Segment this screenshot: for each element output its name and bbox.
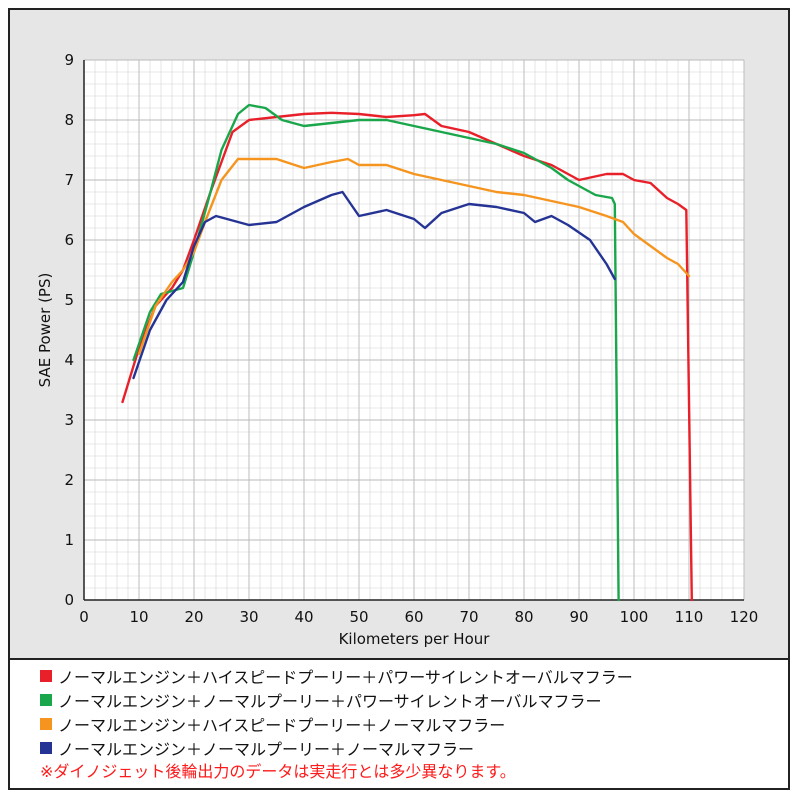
legend-item: ノーマルエンジン＋ノーマルプーリー＋ノーマルマフラー [40,736,780,760]
x-tick-label: 0 [79,608,89,626]
y-tick-label: 0 [64,591,74,609]
legend-swatch-green [40,694,52,706]
legend-item: ノーマルエンジン＋ハイスピードプーリー＋パワーサイレントオーバルマフラー [40,664,780,688]
legend-label: ノーマルエンジン＋ハイスピードプーリー＋パワーサイレントオーバルマフラー [58,668,633,687]
y-tick-label: 3 [64,411,74,429]
legend-swatch-orange [40,718,52,730]
series-line-3 [132,190,616,380]
y-tick-label: 1 [64,531,74,549]
legend-label: ノーマルエンジン＋ハイスピードプーリー＋ノーマルマフラー [58,716,506,735]
y-axis-label: SAE Power (PS) [36,273,54,388]
x-tick-label: 50 [349,608,368,626]
y-tick-label: 4 [64,351,74,369]
y-tick-label: 7 [64,171,74,189]
y-tick-label: 6 [64,231,74,249]
y-tick-label: 8 [64,111,74,129]
series-line-0 [121,111,693,602]
x-tick-label: 90 [569,608,588,626]
chart-frame: 0 10 20 30 40 50 60 70 80 90 100 110 120 0 1 2 3 4 5 6 7 8 9 Ki… [8,8,790,790]
legend-label: ノーマルエンジン＋ノーマルプーリー＋パワーサイレントオーバルマフラー [58,692,602,711]
x-tick-label: 70 [459,608,478,626]
x-tick-label: 40 [294,608,313,626]
series-line-1 [132,103,620,602]
x-tick-label: 80 [514,608,533,626]
y-tick-label: 9 [64,51,74,69]
x-tick-label: 30 [239,608,258,626]
legend: ノーマルエンジン＋ハイスピードプーリー＋パワーサイレントオーバルマフラー ノーマ… [40,664,780,784]
x-tick-label: 20 [184,608,203,626]
disclaimer-note: ※ダイノジェット後輪出力のデータは実走行とは多少異なります。 [40,762,516,781]
legend-swatch-blue [40,742,52,754]
plot-panel: 0 10 20 30 40 50 60 70 80 90 100 110 120 0 1 2 3 4 5 6 7 8 9 Ki… [10,10,788,660]
x-tick-label: 10 [129,608,148,626]
legend-item: ノーマルエンジン＋ノーマルプーリー＋パワーサイレントオーバルマフラー [40,688,780,712]
x-tick-label: 100 [620,608,649,626]
x-tick-label: 60 [404,608,423,626]
y-tick-label: 2 [64,471,74,489]
y-tick-label: 5 [64,291,74,309]
x-tick-label: 120 [730,608,759,626]
legend-label: ノーマルエンジン＋ノーマルプーリー＋ノーマルマフラー [58,740,475,759]
legend-swatch-red [40,670,52,682]
x-tick-label: 110 [675,608,704,626]
power-chart: 0 10 20 30 40 50 60 70 80 90 100 110 120 0 1 2 3 4 5 6 7 8 9 Ki… [36,51,759,648]
legend-item: ノーマルエンジン＋ハイスピードプーリー＋ノーマルマフラー [40,712,780,736]
x-axis-label: Kilometers per Hour [339,630,491,648]
